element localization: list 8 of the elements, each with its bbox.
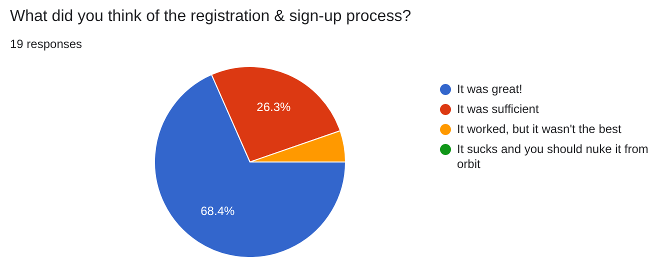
legend-label: It was sufficient <box>457 102 539 117</box>
legend-label: It was great! <box>457 82 522 97</box>
text: 19 responses <box>10 37 82 51</box>
legend-label: It sucks and you should nuke it from orbit <box>457 142 650 172</box>
data-label: 26.3% <box>256 100 292 114</box>
legend-label: It worked, but it wasn't the best <box>457 122 622 137</box>
data-label: 68.4% <box>200 204 235 218</box>
chart-title: What did you think of the registration & sign-up process? <box>10 8 412 26</box>
